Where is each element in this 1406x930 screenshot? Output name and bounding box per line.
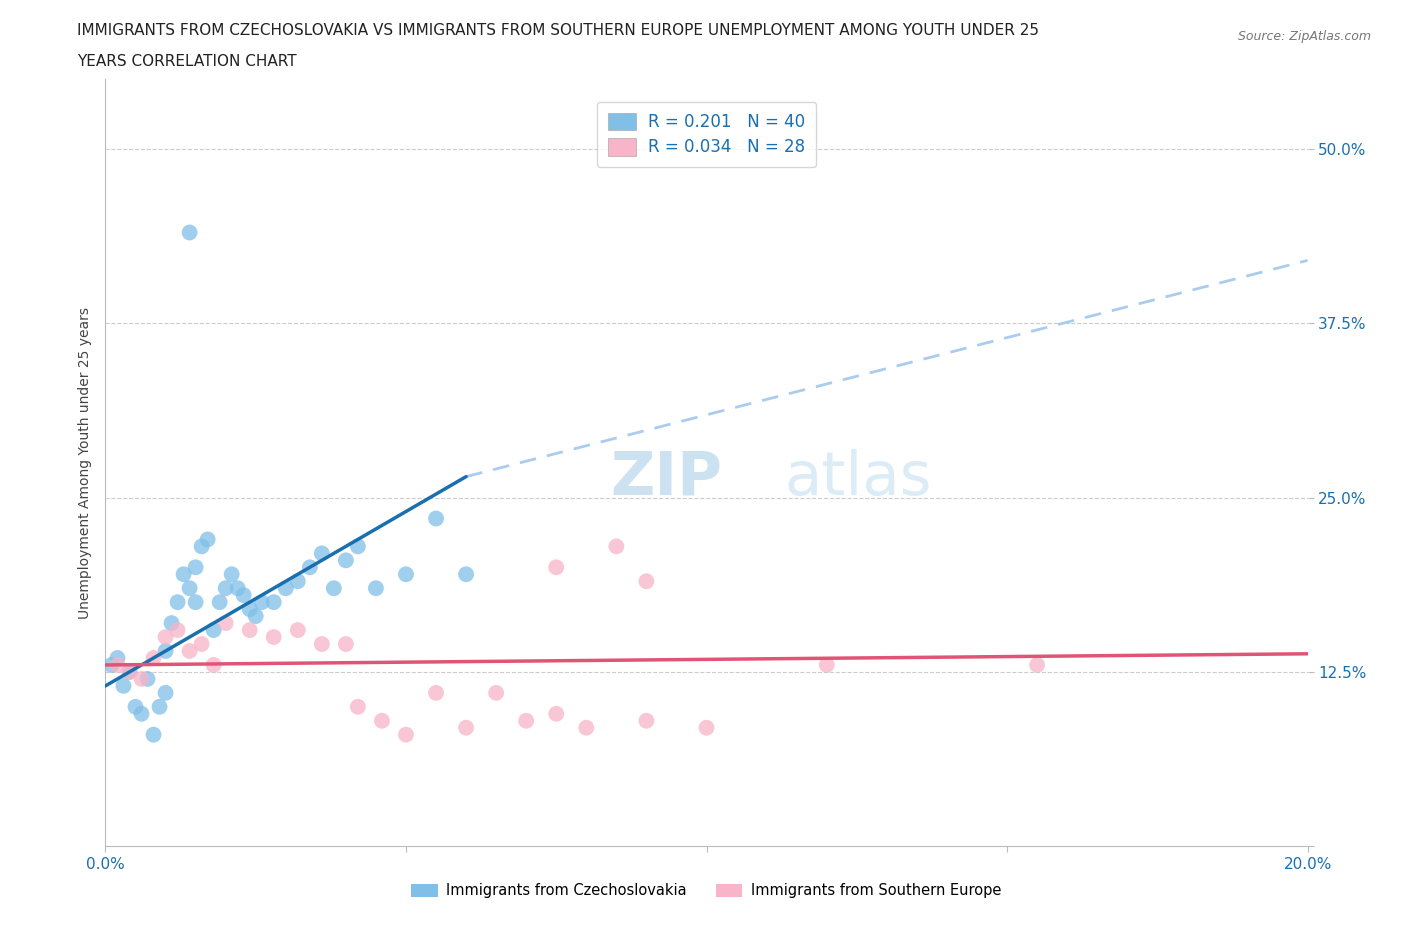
Point	[190, 539, 212, 554]
Point	[197, 532, 219, 547]
Point	[250, 595, 273, 610]
Point	[148, 699, 170, 714]
Point	[136, 671, 159, 686]
Point	[311, 546, 333, 561]
Point	[636, 713, 658, 728]
Point	[287, 574, 309, 589]
Point	[245, 609, 267, 624]
Point	[485, 685, 508, 700]
Point	[179, 580, 201, 596]
Point	[263, 630, 285, 644]
Point	[263, 595, 285, 610]
Point	[166, 623, 188, 638]
Point	[118, 665, 141, 680]
Text: YEARS CORRELATION CHART: YEARS CORRELATION CHART	[77, 54, 297, 69]
Point	[179, 225, 201, 240]
Point	[107, 651, 129, 666]
Point	[425, 512, 447, 526]
Point	[107, 658, 129, 672]
Point	[239, 623, 262, 638]
Point	[160, 616, 183, 631]
Legend: Immigrants from Czechoslovakia, Immigrants from Southern Europe: Immigrants from Czechoslovakia, Immigran…	[405, 878, 1008, 904]
Point	[112, 679, 135, 694]
Point	[131, 671, 153, 686]
Point	[347, 699, 370, 714]
Point	[274, 580, 297, 596]
Point	[335, 553, 357, 568]
Point	[605, 539, 627, 554]
Point	[636, 574, 658, 589]
Y-axis label: Unemployment Among Youth under 25 years: Unemployment Among Youth under 25 years	[77, 307, 91, 618]
Point	[696, 720, 718, 735]
Text: ZIP: ZIP	[610, 448, 723, 508]
Point	[155, 644, 177, 658]
Point	[184, 595, 207, 610]
Point	[184, 560, 207, 575]
Point	[515, 713, 537, 728]
Point	[100, 658, 122, 672]
Point	[131, 707, 153, 722]
Point	[142, 727, 165, 742]
Point	[364, 580, 387, 596]
Point	[155, 685, 177, 700]
Point	[575, 720, 598, 735]
Point	[118, 665, 141, 680]
Point	[347, 539, 370, 554]
Text: atlas: atlas	[785, 448, 932, 508]
Point	[395, 567, 418, 582]
Point	[214, 580, 236, 596]
Point	[546, 707, 568, 722]
Point	[395, 727, 418, 742]
Point	[124, 699, 146, 714]
Point	[214, 616, 236, 631]
Point	[142, 651, 165, 666]
Point	[815, 658, 838, 672]
Point	[311, 637, 333, 652]
Point	[371, 713, 394, 728]
Point	[454, 567, 477, 582]
Point	[298, 560, 321, 575]
Point	[1026, 658, 1049, 672]
Point	[226, 580, 249, 596]
Point	[546, 560, 568, 575]
Point	[239, 602, 262, 617]
Point	[179, 644, 201, 658]
Text: Source: ZipAtlas.com: Source: ZipAtlas.com	[1237, 30, 1371, 43]
Point	[202, 658, 225, 672]
Point	[322, 580, 344, 596]
Point	[221, 567, 243, 582]
Point	[287, 623, 309, 638]
Point	[173, 567, 195, 582]
Point	[155, 630, 177, 644]
Point	[208, 595, 231, 610]
Point	[202, 623, 225, 638]
Text: IMMIGRANTS FROM CZECHOSLOVAKIA VS IMMIGRANTS FROM SOUTHERN EUROPE UNEMPLOYMENT A: IMMIGRANTS FROM CZECHOSLOVAKIA VS IMMIGR…	[77, 23, 1039, 38]
Point	[425, 685, 447, 700]
Point	[454, 720, 477, 735]
Point	[232, 588, 254, 603]
Point	[190, 637, 212, 652]
Point	[335, 637, 357, 652]
Point	[166, 595, 188, 610]
